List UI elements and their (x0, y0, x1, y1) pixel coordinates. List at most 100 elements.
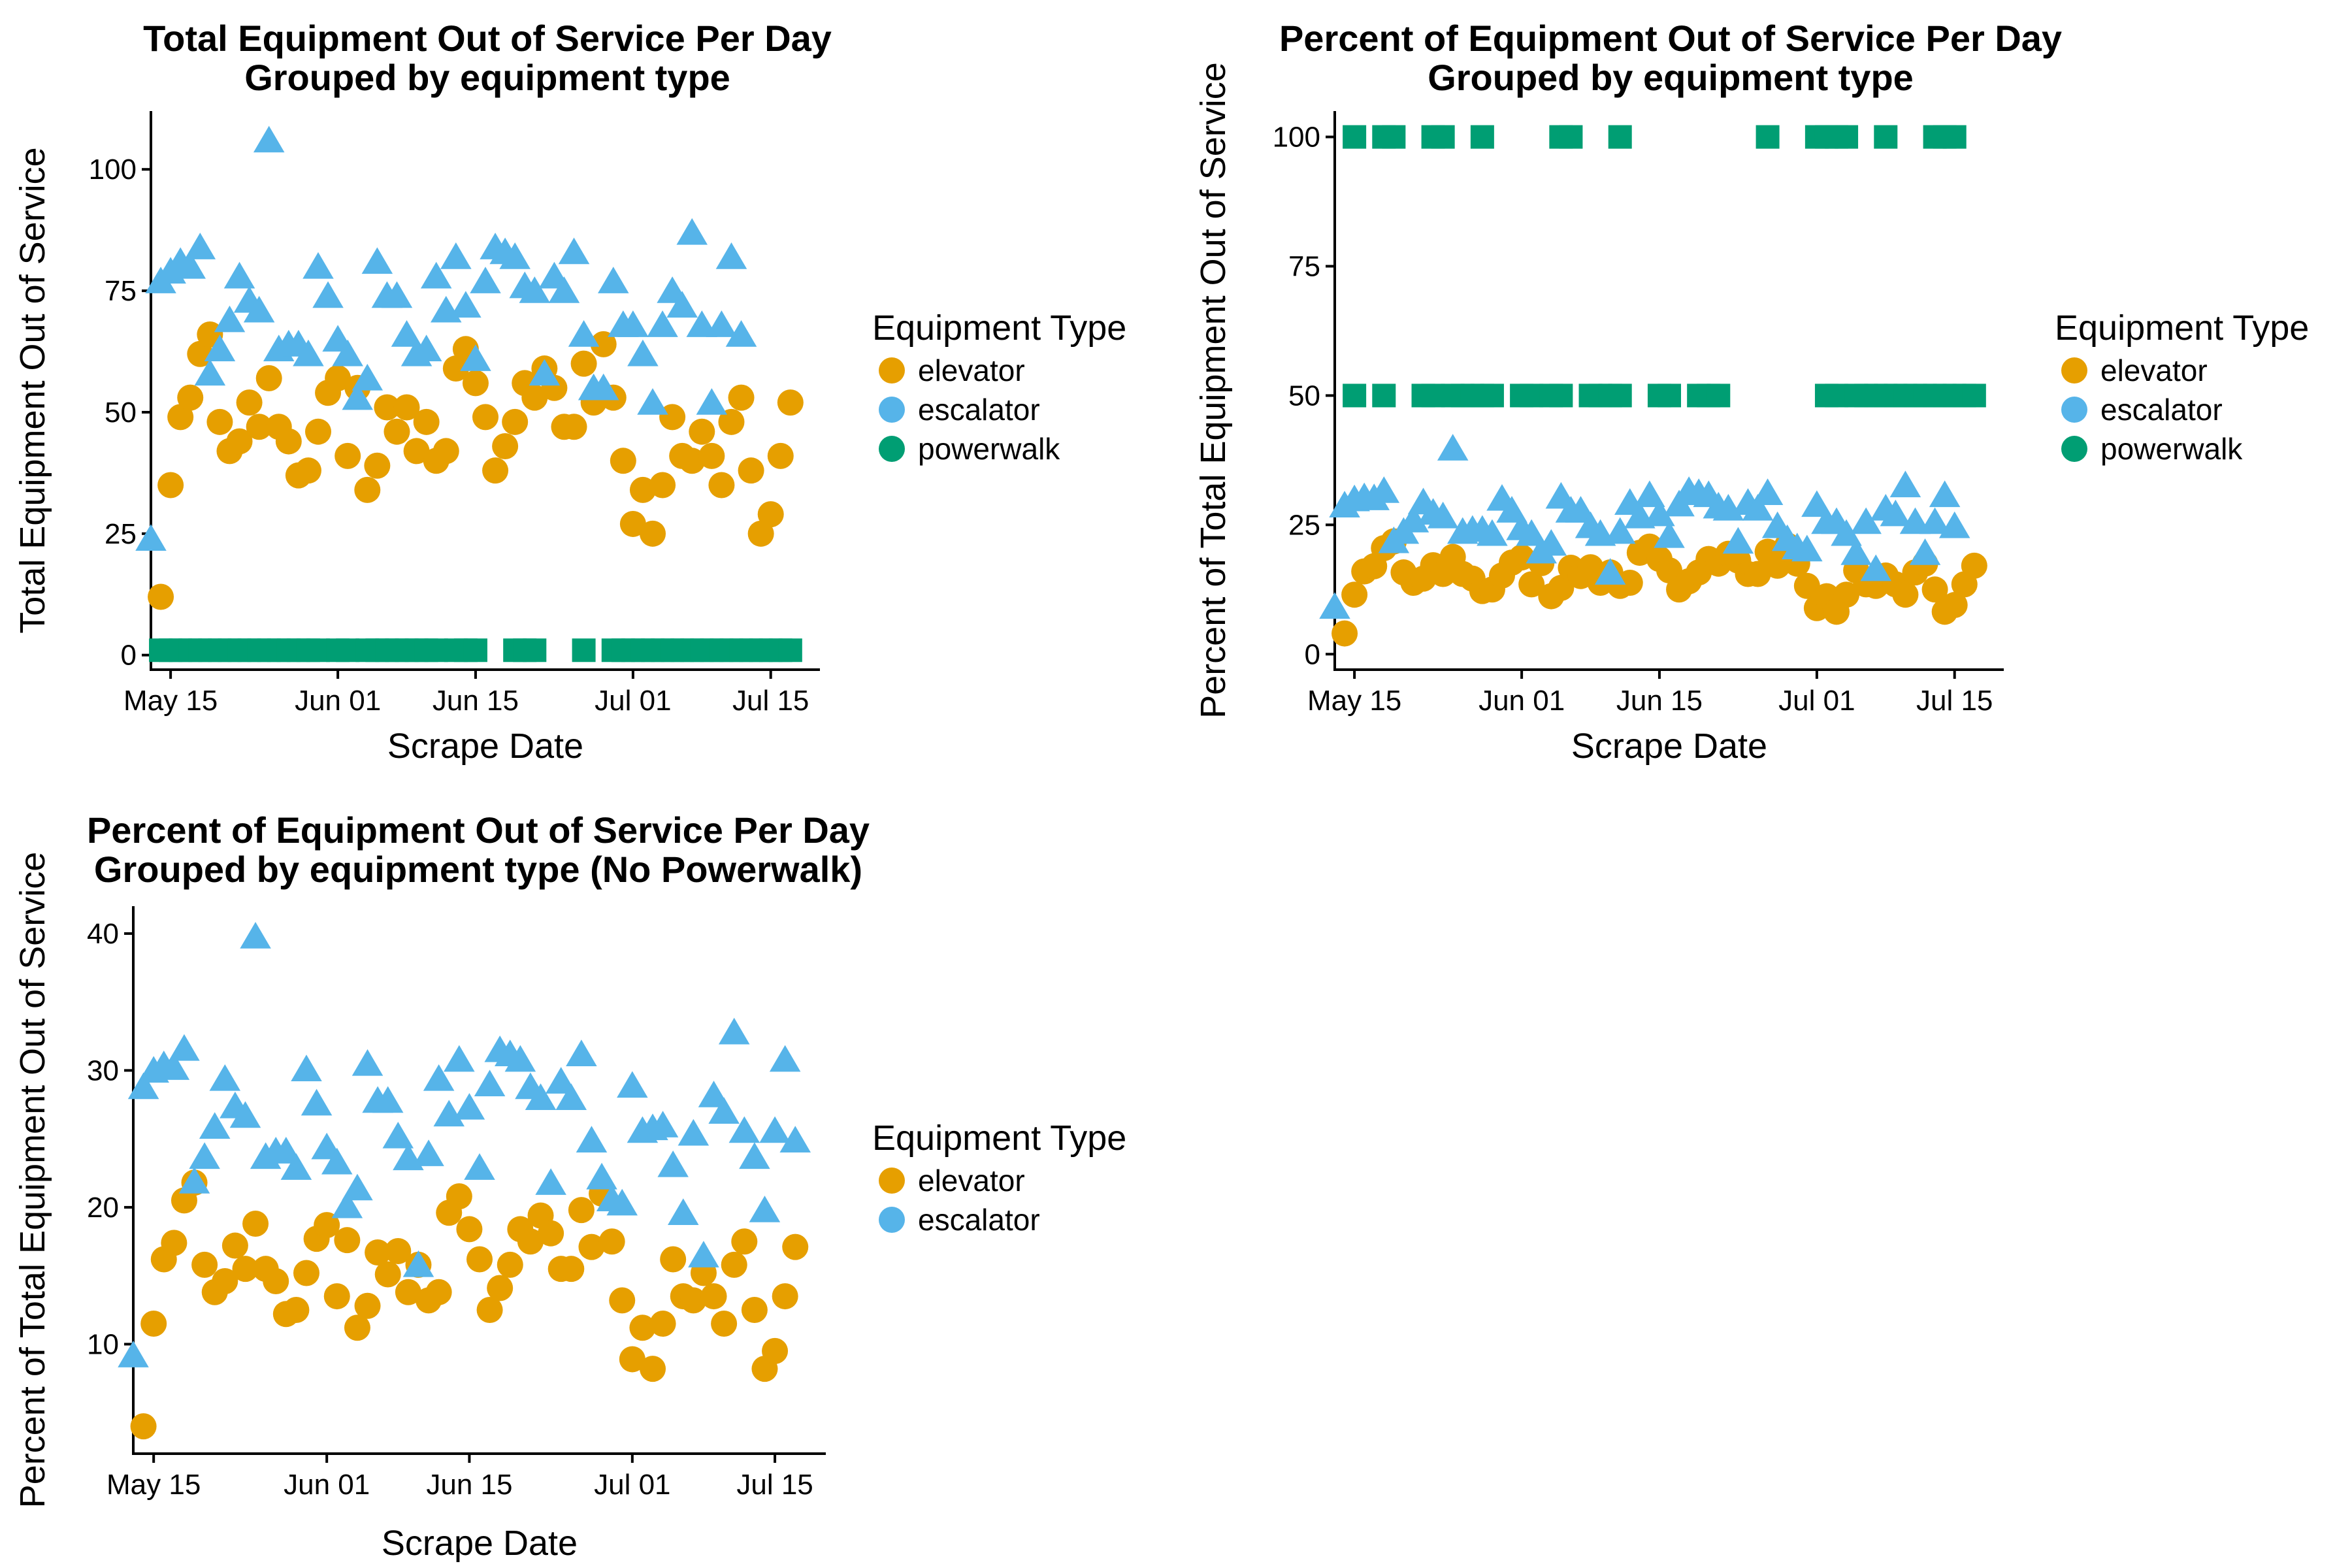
data-point-elevator (757, 501, 784, 528)
data-point-powerwalk (1343, 125, 1367, 149)
data-point-elevator (1548, 574, 1575, 601)
data-point-escalator (253, 125, 285, 153)
data-point-elevator (521, 384, 548, 411)
data-point-escalator (647, 310, 678, 337)
legend-key-escalator (879, 397, 905, 423)
x-axis-title: Scrape Date (382, 1524, 578, 1563)
data-point-elevator (570, 350, 597, 377)
data-point-elevator (295, 457, 321, 484)
data-point-powerwalk (1549, 384, 1573, 408)
data-point-elevator (364, 452, 391, 479)
data-point-escalator (453, 1092, 485, 1120)
data-point-escalator (351, 1049, 384, 1076)
legend-key-powerwalk (879, 436, 905, 462)
x-tick-label: Jun 15 (1616, 685, 1703, 717)
data-point-elevator (1341, 581, 1368, 608)
data-point-escalator (470, 267, 501, 293)
data-point-powerwalk (1756, 125, 1780, 149)
y-axis-title: Percent of Total Equipment Out of Servic… (1194, 62, 1233, 719)
series-powerwalk (149, 638, 802, 662)
data-point-escalator (1722, 527, 1754, 554)
legend: Equipment Type elevator escalator powerwalk (2055, 308, 2309, 466)
y-tick-label: 100 (1273, 122, 1320, 154)
data-point-escalator (280, 1153, 312, 1180)
data-point-escalator (1654, 521, 1685, 548)
data-point-elevator (558, 1256, 585, 1282)
data-point-escalator (676, 218, 708, 245)
legend-label-elevator: elevator (918, 353, 1025, 387)
x-tick-label: Jul 01 (594, 1469, 670, 1501)
data-point-escalator (779, 1126, 811, 1152)
legend: Equipment Type elevator escalator (872, 1119, 1126, 1237)
data-point-elevator (747, 520, 774, 547)
data-point-elevator (711, 1310, 738, 1337)
data-point-elevator (395, 1279, 421, 1305)
data-point-escalator (558, 237, 590, 265)
data-point-powerwalk (1825, 384, 1848, 408)
data-point-elevator (679, 448, 706, 474)
data-point-escalator (321, 1147, 353, 1175)
data-point-escalator (535, 1168, 566, 1195)
data-point-escalator (715, 242, 747, 269)
data-point-escalator (1368, 476, 1400, 503)
data-point-escalator (688, 1241, 719, 1267)
legend-label-powerwalk: powerwalk (918, 432, 1060, 466)
data-point-elevator (344, 1315, 370, 1341)
data-point-escalator (739, 1142, 770, 1169)
data-point-elevator (236, 389, 263, 416)
data-point-escalator (209, 1064, 241, 1091)
data-point-powerwalk (1470, 125, 1494, 149)
data-point-escalator (1938, 511, 1970, 538)
data-point-escalator (1880, 499, 1912, 527)
data-point-elevator (140, 1310, 167, 1337)
data-point-escalator (127, 1072, 159, 1100)
data-point-elevator (354, 476, 381, 503)
data-point-elevator (578, 1233, 605, 1260)
data-point-elevator (255, 365, 282, 391)
legend-label-escalator: escalator (2100, 393, 2223, 427)
data-point-elevator (728, 384, 755, 411)
data-point-elevator (177, 384, 204, 411)
data-point-escalator (135, 524, 167, 551)
y-tick-label: 0 (121, 640, 137, 672)
data-point-escalator (372, 1086, 404, 1113)
legend-key-escalator (879, 1207, 905, 1233)
data-point-escalator (450, 291, 482, 318)
data-point-escalator (519, 276, 551, 303)
data-point-escalator (1791, 534, 1823, 562)
data-point-escalator (759, 1116, 791, 1143)
data-point-escalator (728, 1116, 760, 1143)
data-point-escalator (464, 1153, 495, 1180)
data-point-escalator (647, 1111, 679, 1137)
data-point-escalator (637, 388, 668, 415)
data-point-elevator (384, 418, 410, 445)
data-point-elevator (659, 404, 686, 431)
x-tick-label: May 15 (1307, 685, 1401, 717)
data-point-escalator (444, 1045, 475, 1072)
data-point-escalator (1427, 501, 1459, 529)
data-point-elevator (425, 1279, 452, 1305)
data-point-powerwalk (1962, 384, 1986, 408)
legend: Equipment Type elevator escalator powerwalk (872, 308, 1126, 466)
legend-key-elevator (879, 357, 905, 384)
legend-key-powerwalk (2061, 436, 2087, 462)
data-point-escalator (586, 1162, 617, 1190)
legend-label-powerwalk: powerwalk (2100, 432, 2243, 466)
data-point-escalator (696, 388, 728, 415)
x-tick-label: Jun 01 (284, 1469, 370, 1501)
data-point-escalator (566, 1039, 597, 1066)
data-point-escalator (504, 1045, 536, 1072)
data-point-elevator (762, 1337, 789, 1364)
series-escalator (135, 125, 757, 551)
data-point-elevator (476, 1297, 503, 1324)
data-point-elevator (492, 433, 519, 459)
data-point-escalator (1929, 480, 1961, 508)
data-point-powerwalk (1343, 384, 1367, 408)
y-tick-label: 40 (87, 918, 119, 950)
data-point-elevator (782, 1233, 809, 1260)
chart-panel-2: Percent of Equipment Out of Service Per … (1194, 18, 2309, 766)
x-tick-label: Jun 15 (426, 1469, 512, 1501)
data-point-escalator (331, 1191, 363, 1218)
series-elevator (130, 1169, 809, 1440)
